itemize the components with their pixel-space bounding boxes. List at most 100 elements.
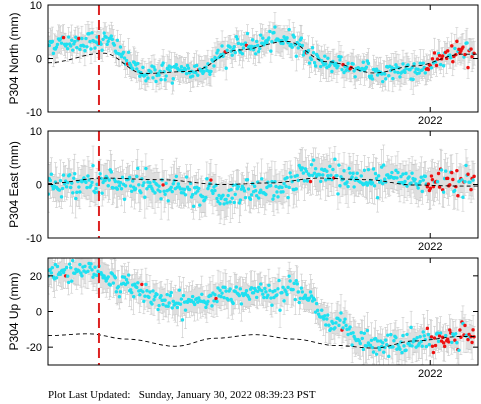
data-point <box>171 182 176 186</box>
data-point <box>208 72 212 76</box>
data-point <box>413 177 417 182</box>
data-point <box>62 182 67 186</box>
data-point <box>155 292 159 297</box>
data-point <box>271 197 275 201</box>
data-point <box>278 308 282 312</box>
data-point <box>360 66 365 71</box>
data-point <box>371 350 376 354</box>
data-point <box>441 64 446 68</box>
data-point <box>354 176 358 180</box>
data-point <box>148 181 152 185</box>
data-point <box>309 57 314 62</box>
data-point <box>362 331 367 336</box>
data-point <box>209 69 213 74</box>
data-point <box>330 69 334 74</box>
data-point <box>104 35 108 39</box>
panel-plot-area <box>48 12 478 95</box>
data-point <box>224 66 228 70</box>
data-point <box>366 61 371 66</box>
data-point <box>336 64 340 68</box>
data-point <box>198 203 202 207</box>
data-point <box>125 280 130 285</box>
data-point <box>209 293 213 298</box>
data-point <box>438 62 443 67</box>
data-point <box>410 171 414 175</box>
data-point <box>184 71 189 76</box>
data-point <box>239 302 244 306</box>
data-point <box>159 197 163 201</box>
data-point <box>416 67 420 72</box>
data-point <box>238 198 243 202</box>
data-point <box>326 56 330 60</box>
data-point <box>121 50 126 55</box>
data-point <box>137 183 141 187</box>
data-point <box>156 307 160 312</box>
data-point <box>93 46 97 50</box>
data-point <box>309 163 314 167</box>
data-point <box>170 306 174 310</box>
data-point <box>230 196 234 200</box>
data-point <box>180 318 185 322</box>
data-point <box>353 75 357 79</box>
data-point <box>423 174 428 179</box>
data-point <box>285 292 289 297</box>
data-point <box>83 264 87 268</box>
recent-point <box>450 44 454 48</box>
data-point <box>187 187 192 192</box>
data-point <box>129 189 134 193</box>
data-point <box>352 185 356 189</box>
data-point <box>164 181 168 186</box>
data-point <box>72 176 76 180</box>
data-point <box>167 301 171 305</box>
data-point <box>116 284 121 289</box>
data-point <box>211 59 215 63</box>
data-point <box>382 177 387 181</box>
recent-point <box>430 57 435 61</box>
data-point <box>248 197 253 202</box>
data-point <box>59 41 64 45</box>
data-point <box>233 192 238 197</box>
data-point <box>463 179 467 184</box>
data-point <box>153 191 157 195</box>
data-point <box>146 76 150 80</box>
data-point <box>310 45 315 50</box>
data-point <box>59 195 64 199</box>
data-point <box>211 191 215 196</box>
data-point <box>101 37 105 41</box>
data-point <box>266 180 270 184</box>
data-point <box>221 193 225 198</box>
data-point <box>216 48 220 52</box>
data-point <box>215 196 219 201</box>
data-point <box>386 173 390 177</box>
data-point <box>417 71 421 75</box>
data-point <box>183 67 188 72</box>
data-point <box>313 167 318 171</box>
data-point <box>310 173 315 178</box>
data-point <box>105 42 109 47</box>
data-point <box>253 52 258 56</box>
data-point <box>351 62 355 66</box>
data-point <box>294 187 298 191</box>
data-point <box>84 180 88 185</box>
data-point <box>118 45 123 49</box>
data-point <box>268 288 272 293</box>
data-point <box>140 282 144 287</box>
data-point <box>269 296 273 300</box>
data-point <box>151 289 155 293</box>
data-point <box>312 298 317 302</box>
data-point <box>261 36 265 40</box>
data-point <box>401 62 405 66</box>
data-point <box>109 170 114 174</box>
panel-plot-area <box>48 144 478 226</box>
data-point <box>62 268 67 272</box>
data-point <box>465 41 469 45</box>
data-point <box>94 186 98 191</box>
data-point <box>67 173 72 177</box>
data-point <box>218 288 222 292</box>
data-point <box>65 181 70 185</box>
data-point <box>301 53 306 57</box>
data-point <box>88 265 92 269</box>
recent-point <box>445 49 450 53</box>
data-point <box>66 280 71 285</box>
recent-point <box>455 168 459 173</box>
